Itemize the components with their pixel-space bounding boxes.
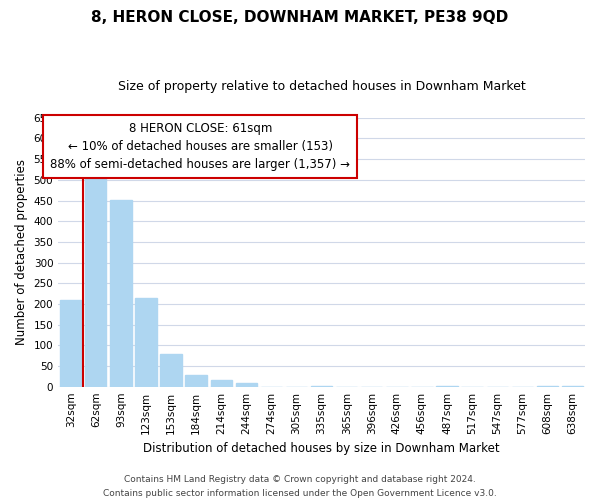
Text: 8, HERON CLOSE, DOWNHAM MARKET, PE38 9QD: 8, HERON CLOSE, DOWNHAM MARKET, PE38 9QD [91,10,509,25]
Bar [185,375,207,386]
X-axis label: Distribution of detached houses by size in Downham Market: Distribution of detached houses by size … [143,442,500,455]
Text: Contains HM Land Registry data © Crown copyright and database right 2024.
Contai: Contains HM Land Registry data © Crown c… [103,476,497,498]
Bar [211,380,232,386]
Title: Size of property relative to detached houses in Downham Market: Size of property relative to detached ho… [118,80,526,93]
Text: 8 HERON CLOSE: 61sqm
← 10% of detached houses are smaller (153)
88% of semi-deta: 8 HERON CLOSE: 61sqm ← 10% of detached h… [50,122,350,171]
Bar [236,384,257,386]
Bar [110,200,131,386]
Bar [136,298,157,386]
Bar [60,300,82,386]
Bar [85,166,106,386]
Y-axis label: Number of detached properties: Number of detached properties [15,159,28,345]
Bar [160,354,182,386]
